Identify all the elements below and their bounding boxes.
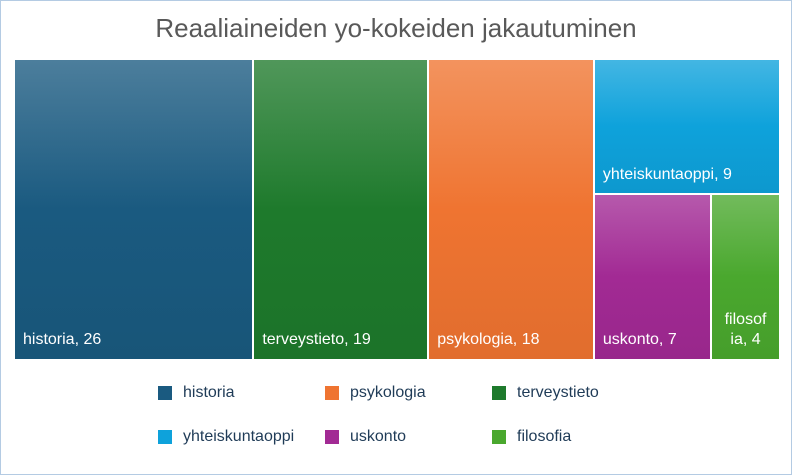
legend-item-psykologia: psykologia bbox=[325, 384, 426, 402]
legend-swatch bbox=[325, 386, 339, 400]
legend-label: yhteiskuntaoppi bbox=[183, 428, 295, 445]
tile-label: yhteiskuntaoppi, 9 bbox=[602, 165, 732, 183]
treemap-tile-historia: historia, 26 bbox=[15, 60, 253, 359]
treemap-tile-filosofia: filosof ia, 4 bbox=[712, 194, 779, 359]
treemap-tile-yhteiskuntaoppi: yhteiskuntaoppi, 9 bbox=[594, 60, 779, 193]
legend-label: historia bbox=[183, 384, 235, 401]
legend-label: uskonto bbox=[350, 428, 407, 445]
tile-label: filosof ia, 4 bbox=[724, 310, 767, 348]
treemap-tile-terveystieto: terveystieto, 19 bbox=[254, 60, 428, 359]
treemap-tile-uskonto: uskonto, 7 bbox=[594, 194, 711, 359]
legend-swatch bbox=[492, 386, 506, 400]
legend-swatch bbox=[492, 430, 506, 444]
legend-label: psykologia bbox=[350, 384, 426, 401]
tile-label: terveystieto, 19 bbox=[262, 331, 371, 348]
treemap-tile-psykologia: psykologia, 18 bbox=[429, 60, 593, 359]
legend-swatch bbox=[325, 430, 339, 444]
tile-label: historia, 26 bbox=[23, 331, 102, 348]
tile-label: uskonto, 7 bbox=[602, 330, 677, 348]
legend-item-yhteiskuntaoppi: yhteiskuntaoppi bbox=[158, 428, 294, 446]
legend-swatch bbox=[158, 430, 172, 444]
legend-item-uskonto: uskonto bbox=[325, 428, 406, 446]
tile-label: psykologia, 18 bbox=[437, 331, 540, 348]
legend-label: terveystieto bbox=[517, 384, 599, 401]
legend-item-filosofia: filosofia bbox=[492, 428, 571, 446]
legend-item-historia: historia bbox=[158, 384, 235, 402]
legend-item-terveystieto: terveystieto bbox=[492, 384, 599, 402]
legend-swatch bbox=[158, 386, 172, 400]
legend-label: filosofia bbox=[517, 428, 572, 445]
chart-title: Reaaliaineiden yo-kokeiden jakautuminen bbox=[155, 13, 637, 43]
